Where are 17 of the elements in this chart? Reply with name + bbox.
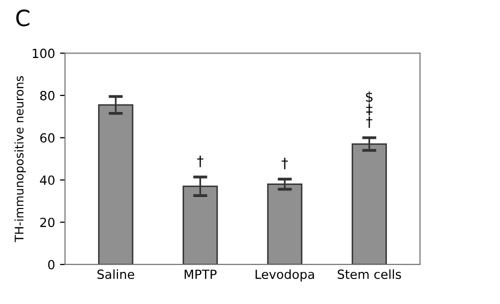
bar xyxy=(267,184,302,264)
x-tick-label: Levodopa xyxy=(256,269,314,282)
y-tick-label: 80 xyxy=(40,90,54,100)
x-tick-label: Saline xyxy=(97,269,134,280)
y-axis-title: TH-immunopositive neurons xyxy=(14,76,26,242)
text: C xyxy=(16,10,30,26)
x-tick-label: Stem cells xyxy=(338,269,402,280)
annotation: $ ‡ † xyxy=(366,91,373,128)
annotation: † xyxy=(282,158,288,170)
y-tick-label: 0 xyxy=(48,260,54,270)
y-tick-label: 100 xyxy=(32,48,54,58)
annotation: † xyxy=(197,156,204,168)
bar xyxy=(352,143,387,264)
y-tick-label: 20 xyxy=(40,218,54,228)
y-tick-label: 40 xyxy=(40,175,54,185)
x-tick-label: MPTP xyxy=(184,270,217,279)
y-tick-label: 60 xyxy=(40,133,54,143)
